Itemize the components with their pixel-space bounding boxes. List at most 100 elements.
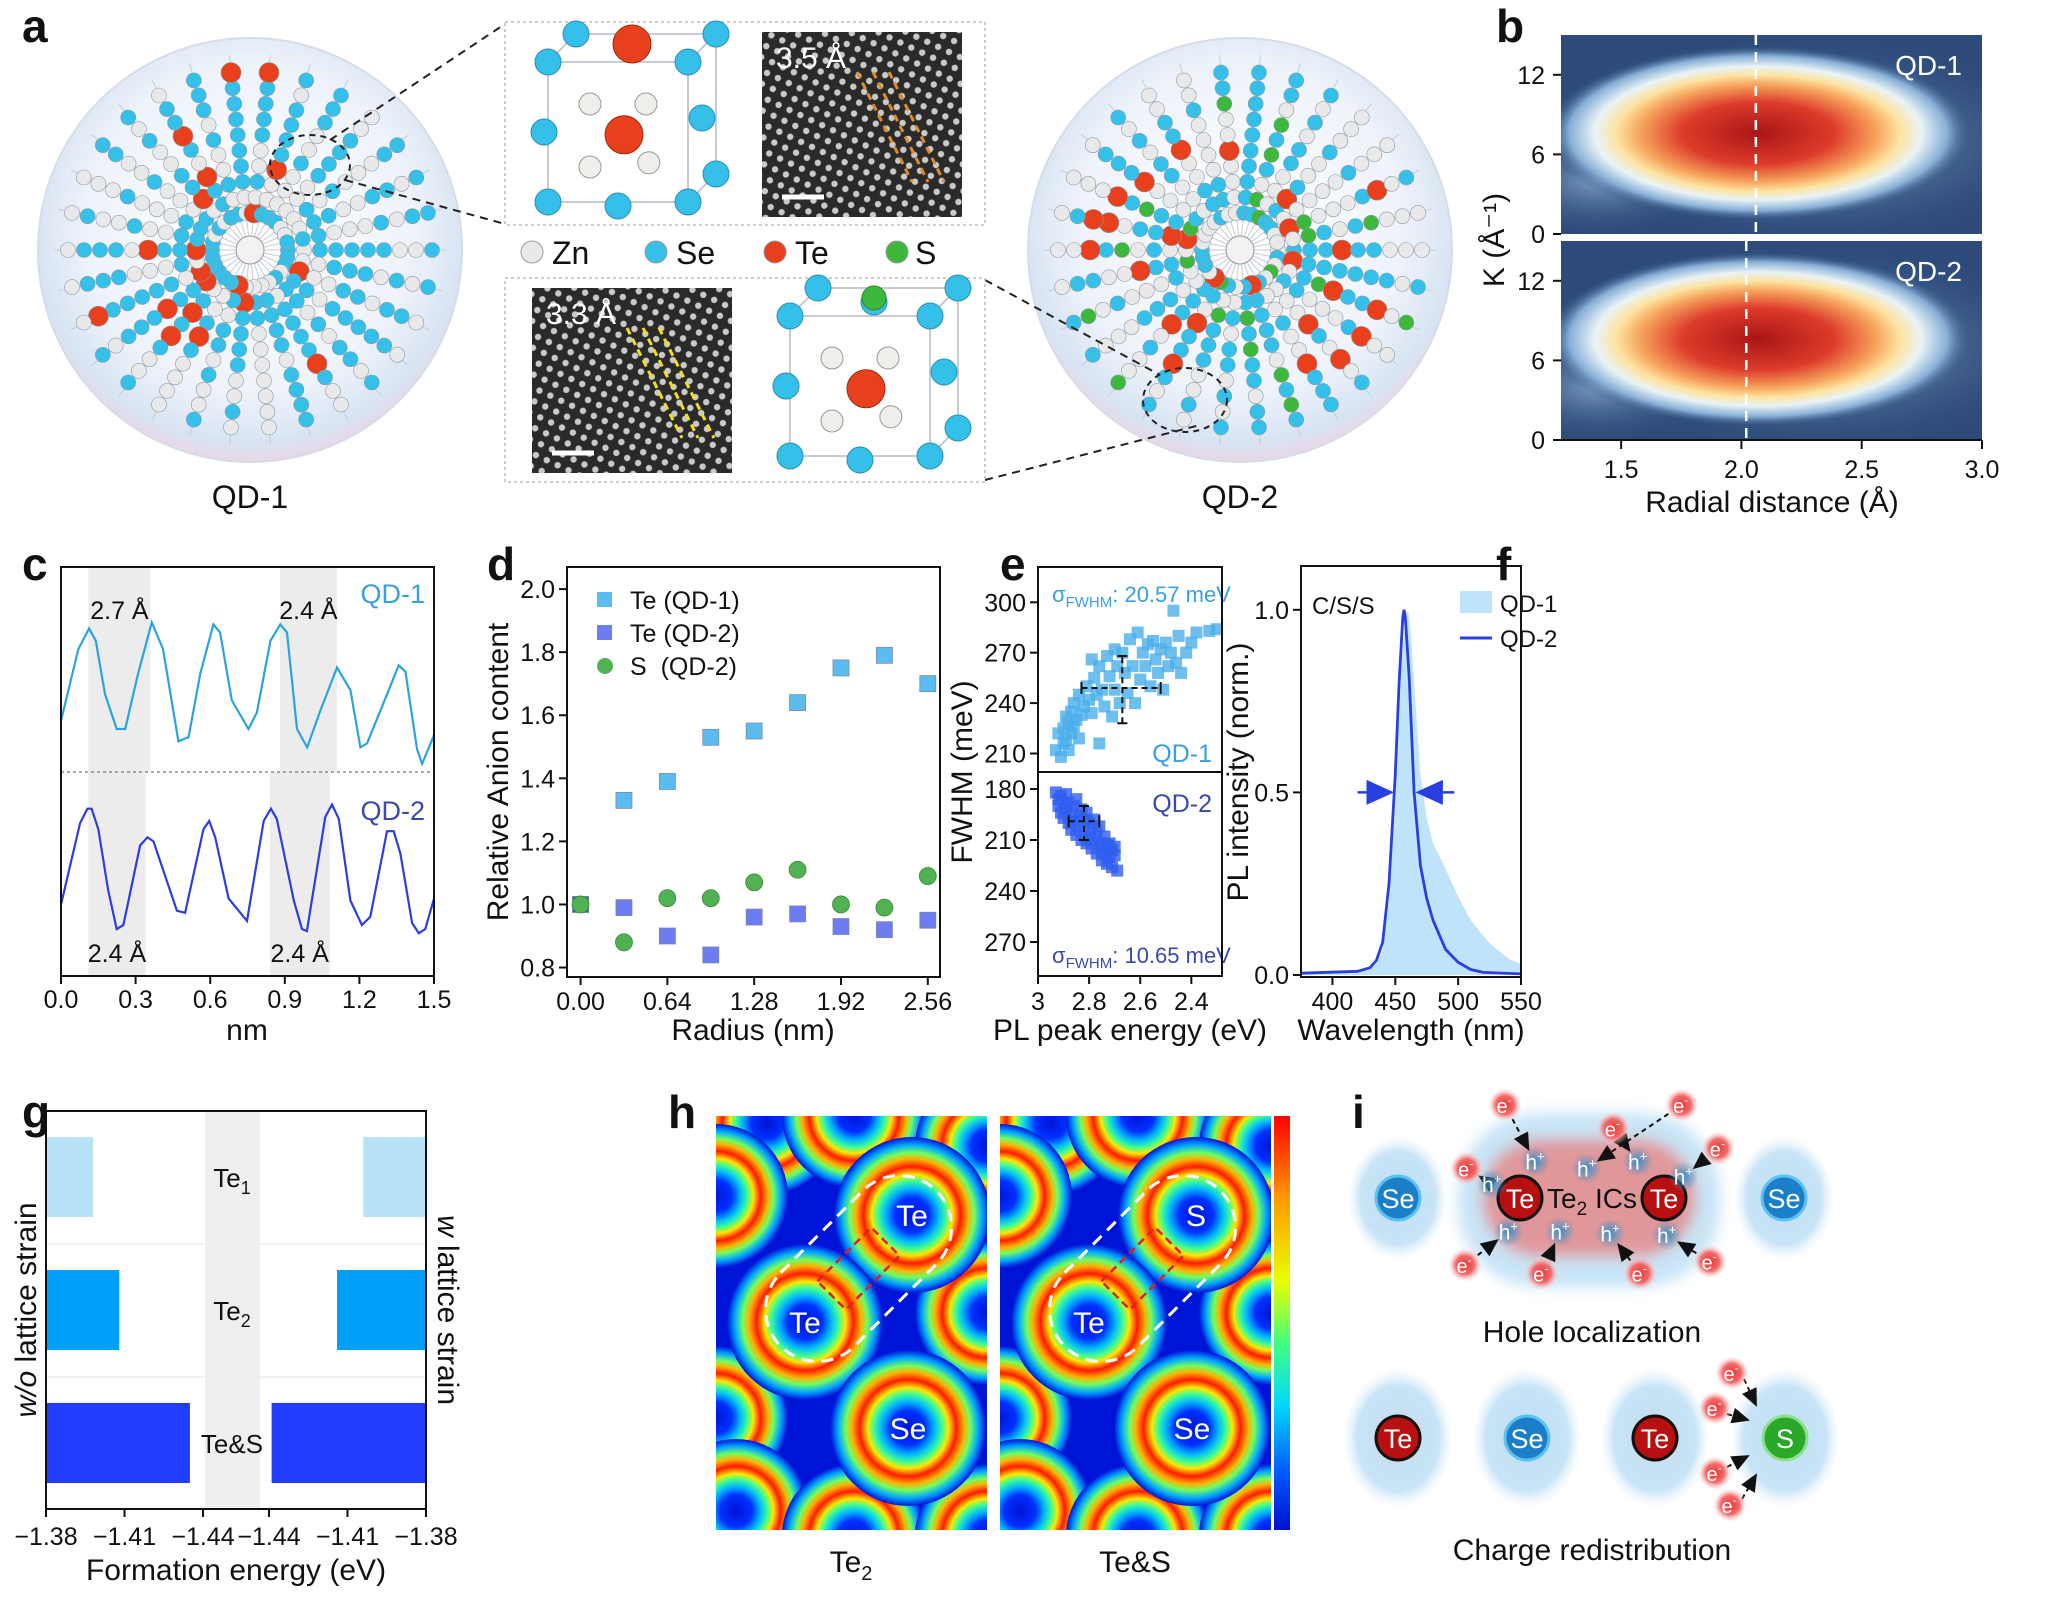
atom-te — [1079, 239, 1101, 261]
atom-se — [1185, 102, 1202, 118]
atom-zn — [163, 207, 180, 224]
hole-symbol: h — [1600, 1223, 1612, 1246]
atom-se — [263, 307, 280, 324]
y-tick-label: 0.5 — [1254, 779, 1289, 807]
panel-letter-i: i — [1352, 1086, 1365, 1138]
data-point — [919, 911, 937, 929]
data-point — [1180, 646, 1193, 659]
atom-s — [861, 285, 887, 311]
atom-se — [1149, 300, 1166, 317]
electron-symbol: e — [1631, 1264, 1642, 1286]
hole-symbol: h — [1499, 1222, 1511, 1245]
y-tick-label: 1.0 — [520, 891, 555, 919]
density-ring-partial — [915, 1464, 987, 1530]
atom-se — [1157, 114, 1173, 131]
atom-se — [173, 227, 190, 244]
electron-label: e- — [1710, 1136, 1725, 1161]
atom-se — [1241, 325, 1257, 342]
atom-se — [1316, 259, 1332, 276]
atom-se — [1244, 127, 1261, 143]
legend-swatch-qd1 — [1460, 591, 1492, 613]
atom-se — [133, 319, 150, 336]
data-point — [1210, 623, 1223, 636]
hole-symbol: h — [1550, 1222, 1562, 1245]
x-tick-label: 2.4 — [1174, 988, 1209, 1016]
electron-charge: - — [1721, 1136, 1725, 1150]
transfer-arrow — [1540, 1242, 1556, 1263]
electron — [1623, 1256, 1657, 1291]
legend-swatch-zn — [520, 240, 544, 264]
atom-se — [1195, 352, 1212, 368]
label-rest: lattice strain — [431, 1237, 464, 1405]
y-axis-label: K (Å⁻¹) — [1478, 193, 1511, 287]
data-point — [1085, 707, 1098, 720]
atom-se — [534, 48, 562, 76]
atom-se — [95, 137, 111, 153]
density-ring-partial — [716, 1124, 788, 1268]
sigma-fwhm-label: σFWHM: 20.57 meV — [1052, 582, 1231, 611]
atom-se — [1219, 357, 1236, 373]
sigma-symbol: σ — [1052, 943, 1066, 968]
left-axis-label: w/o lattice strain — [10, 1202, 43, 1417]
atom-se — [388, 272, 405, 289]
atom-se — [1141, 396, 1157, 413]
atom-se — [1258, 162, 1275, 178]
atom-zn — [876, 346, 900, 370]
atom-zn — [64, 279, 80, 295]
atom-zn — [1325, 201, 1341, 218]
atom-zn — [141, 351, 158, 368]
x-tick-label: 400 — [1312, 988, 1354, 1016]
atom-te — [182, 302, 203, 323]
data-point — [1062, 744, 1075, 757]
zoom-circle-qd2 — [1142, 367, 1228, 433]
atom-zn — [1189, 169, 1205, 185]
atom-se — [254, 127, 271, 143]
atom-zn — [1153, 276, 1170, 293]
panel-letter-c: c — [22, 538, 48, 590]
atom-zn — [134, 195, 150, 211]
atom-se — [120, 328, 137, 345]
data-point — [745, 908, 763, 926]
atom-se — [1332, 262, 1348, 279]
atom-se — [215, 322, 232, 339]
x-tick-label: 0.0 — [44, 986, 79, 1014]
atom-zn — [1383, 176, 1400, 192]
data-point — [1103, 670, 1116, 683]
atom-s — [1080, 308, 1097, 325]
electron-label: e- — [1456, 1253, 1471, 1278]
atom-zn — [1314, 300, 1331, 317]
legend-label-te: Te — [795, 235, 829, 271]
atom-zn — [252, 341, 269, 358]
atom-zn — [228, 372, 244, 389]
atom-se — [163, 276, 180, 293]
atom-te — [604, 115, 644, 155]
shaded-region — [269, 772, 330, 976]
panel-c-line-profiles: 2.7 Å 2.4 Å 2.4 Å 2.4 Å QD-1 QD-2 0.0 0.3 0.6 0.9… — [44, 566, 451, 1047]
data-point — [1167, 604, 1180, 617]
atom-zn — [1153, 328, 1169, 344]
atom-zn — [1315, 101, 1331, 117]
atom-se — [293, 396, 310, 413]
charge-redistribution-caption: Charge redistribution — [1453, 1534, 1731, 1567]
atom-label: Te — [1073, 1307, 1105, 1340]
atom-se — [804, 274, 832, 302]
category-label: Te1 — [213, 1163, 250, 1198]
data-point — [658, 889, 677, 908]
atom-te — [846, 369, 886, 409]
atom-se — [1148, 224, 1164, 241]
atom-se — [233, 325, 249, 342]
data-point — [1157, 683, 1170, 696]
x-tick-label: 0.6 — [193, 986, 228, 1014]
electron — [1449, 1151, 1484, 1186]
lattice-spacing-label: 3.3 Å — [546, 298, 616, 331]
atom-s — [1242, 341, 1259, 358]
atom-se — [1148, 259, 1164, 276]
hole-label: h+ — [1525, 1149, 1544, 1175]
hole-label: h+ — [1482, 1171, 1501, 1197]
atom-se — [1110, 109, 1126, 126]
atom-se — [331, 144, 348, 161]
atom-se — [944, 274, 972, 302]
hole-symbol: h — [1525, 1152, 1537, 1175]
electron-charge: - — [1544, 1261, 1548, 1275]
